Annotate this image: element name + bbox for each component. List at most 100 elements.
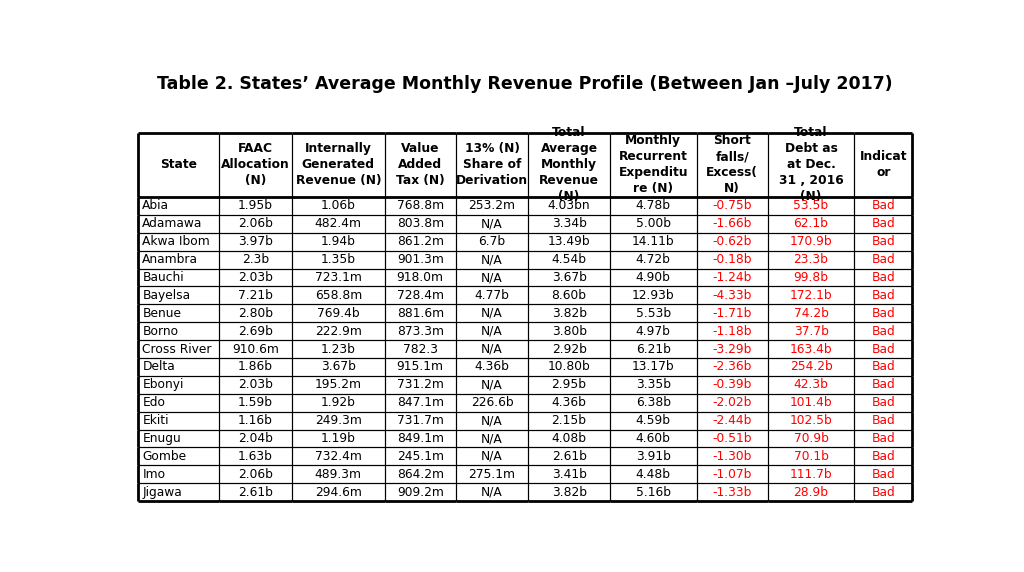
- Text: -1.30b: -1.30b: [713, 450, 752, 463]
- Text: 4.78b: 4.78b: [636, 200, 671, 212]
- Text: 245.1m: 245.1m: [396, 450, 443, 463]
- Text: 732.4m: 732.4m: [314, 450, 361, 463]
- Text: 275.1m: 275.1m: [469, 468, 515, 481]
- Text: -1.66b: -1.66b: [713, 217, 752, 231]
- Text: 482.4m: 482.4m: [314, 217, 361, 231]
- Text: Anambra: Anambra: [142, 253, 199, 266]
- Bar: [610, 322, 696, 340]
- Bar: [137, 466, 219, 483]
- Text: -0.18b: -0.18b: [713, 253, 752, 266]
- Text: -2.36b: -2.36b: [713, 360, 752, 374]
- Bar: [137, 304, 219, 322]
- Bar: [219, 215, 292, 233]
- Bar: [219, 322, 292, 340]
- Bar: [456, 447, 528, 466]
- Text: 3.91b: 3.91b: [636, 450, 671, 463]
- Bar: [385, 340, 456, 358]
- Bar: [219, 133, 292, 197]
- Text: State: State: [160, 158, 197, 171]
- Bar: [528, 133, 610, 197]
- Text: 2.61b: 2.61b: [238, 486, 272, 499]
- Text: 2.06b: 2.06b: [238, 217, 272, 231]
- Text: -2.02b: -2.02b: [713, 396, 752, 409]
- Bar: [137, 447, 219, 466]
- Bar: [219, 430, 292, 447]
- Bar: [385, 215, 456, 233]
- Text: 803.8m: 803.8m: [396, 217, 443, 231]
- Bar: [292, 376, 385, 394]
- Bar: [528, 251, 610, 269]
- Text: Short
falls/
Excess(
N): Short falls/ Excess( N): [707, 134, 758, 195]
- Bar: [610, 197, 696, 215]
- Text: 4.03bn: 4.03bn: [548, 200, 591, 212]
- Text: 2.95b: 2.95b: [552, 378, 587, 391]
- Text: 8.60b: 8.60b: [552, 289, 587, 302]
- Bar: [385, 133, 456, 197]
- Bar: [456, 376, 528, 394]
- Bar: [854, 447, 912, 466]
- Bar: [768, 215, 854, 233]
- Text: 3.80b: 3.80b: [552, 325, 587, 337]
- Bar: [292, 322, 385, 340]
- Text: -0.51b: -0.51b: [713, 432, 752, 445]
- Text: 7.21b: 7.21b: [238, 289, 272, 302]
- Text: -1.24b: -1.24b: [713, 271, 752, 284]
- Bar: [854, 412, 912, 430]
- Text: Akwa Ibom: Akwa Ibom: [142, 235, 210, 248]
- Bar: [292, 394, 385, 412]
- Bar: [854, 133, 912, 197]
- Bar: [768, 340, 854, 358]
- Text: 4.48b: 4.48b: [636, 468, 671, 481]
- Bar: [610, 269, 696, 287]
- Bar: [768, 466, 854, 483]
- Text: N/A: N/A: [481, 271, 503, 284]
- Bar: [292, 233, 385, 251]
- Bar: [219, 233, 292, 251]
- Bar: [610, 376, 696, 394]
- Bar: [696, 394, 768, 412]
- Bar: [219, 358, 292, 376]
- Text: 23.3b: 23.3b: [794, 253, 828, 266]
- Bar: [137, 133, 219, 197]
- Bar: [696, 197, 768, 215]
- Bar: [219, 269, 292, 287]
- Text: Bad: Bad: [871, 307, 895, 320]
- Bar: [292, 197, 385, 215]
- Text: 915.1m: 915.1m: [396, 360, 443, 374]
- Text: -1.71b: -1.71b: [713, 307, 752, 320]
- Text: 4.54b: 4.54b: [552, 253, 587, 266]
- Text: 731.2m: 731.2m: [396, 378, 443, 391]
- Bar: [137, 251, 219, 269]
- Text: 2.3b: 2.3b: [242, 253, 269, 266]
- Text: 3.67b: 3.67b: [552, 271, 587, 284]
- Bar: [292, 304, 385, 322]
- Bar: [528, 412, 610, 430]
- Bar: [696, 466, 768, 483]
- Text: Bad: Bad: [871, 289, 895, 302]
- Text: -0.39b: -0.39b: [713, 378, 752, 391]
- Text: 768.8m: 768.8m: [396, 200, 443, 212]
- Bar: [292, 215, 385, 233]
- Text: 861.2m: 861.2m: [396, 235, 443, 248]
- Bar: [528, 340, 610, 358]
- Text: N/A: N/A: [481, 307, 503, 320]
- Bar: [528, 269, 610, 287]
- Text: -4.33b: -4.33b: [713, 289, 752, 302]
- Bar: [768, 394, 854, 412]
- Text: 53.5b: 53.5b: [794, 200, 828, 212]
- Bar: [137, 358, 219, 376]
- Text: 2.92b: 2.92b: [552, 343, 587, 356]
- Text: 4.77b: 4.77b: [474, 289, 510, 302]
- Bar: [456, 133, 528, 197]
- Text: 99.8b: 99.8b: [794, 271, 828, 284]
- Text: Bad: Bad: [871, 378, 895, 391]
- Text: 3.41b: 3.41b: [552, 468, 587, 481]
- Text: -3.29b: -3.29b: [713, 343, 752, 356]
- Bar: [854, 430, 912, 447]
- Bar: [528, 358, 610, 376]
- Bar: [219, 447, 292, 466]
- Bar: [456, 215, 528, 233]
- Bar: [219, 376, 292, 394]
- Text: 769.4b: 769.4b: [317, 307, 359, 320]
- Bar: [292, 358, 385, 376]
